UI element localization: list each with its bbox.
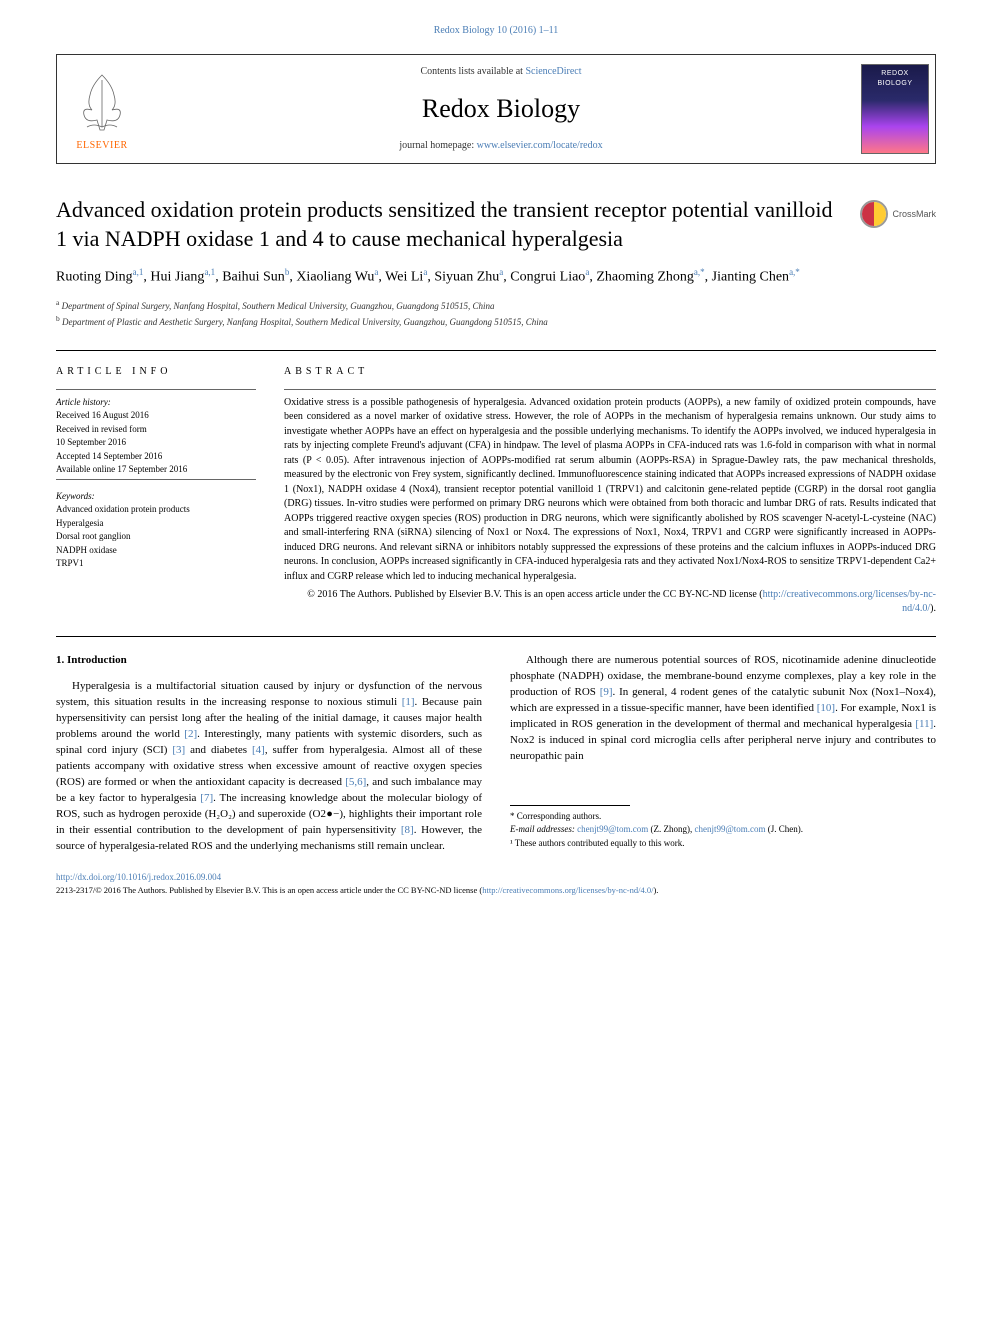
cover-image: REDOX BIOLOGY [861, 64, 929, 154]
author: , Hui Jiang [143, 269, 204, 284]
author-affil-sup: a,* [789, 267, 800, 277]
reference-link[interactable]: [1] [402, 696, 415, 708]
body-paragraph: Hyperalgesia is a multifactorial situati… [56, 679, 482, 854]
body-paragraph: Although there are numerous potential so… [510, 653, 936, 765]
homepage-prefix: journal homepage: [399, 140, 476, 151]
reference-link[interactable]: [10] [817, 702, 835, 714]
contents-prefix: Contents lists available at [420, 66, 525, 77]
copyright-end: ). [930, 603, 936, 614]
reference-link[interactable]: [4] [252, 744, 265, 756]
revised-date: Received in revised form [56, 423, 256, 437]
author: , Wei Li [378, 269, 423, 284]
sciencedirect-link[interactable]: ScienceDirect [525, 66, 581, 77]
license-line: 2213-2317/© 2016 The Authors. Published … [56, 885, 936, 897]
crossmark-icon [860, 200, 888, 228]
affiliation-a: Department of Spinal Surgery, Nanfang Ho… [62, 301, 495, 311]
author: , Xiaoliang Wu [289, 269, 374, 284]
info-divider [284, 389, 936, 390]
author-email-link[interactable]: chenjt99@tom.com [577, 824, 648, 834]
doi-link[interactable]: http://dx.doi.org/10.1016/j.redox.2016.0… [56, 872, 221, 882]
email-label: E-mail addresses: [510, 824, 577, 834]
author-affil-sup: a,* [694, 267, 705, 277]
author: , Zhaoming Zhong [589, 269, 694, 284]
info-divider [56, 479, 256, 480]
affiliations: a Department of Spinal Surgery, Nanfang … [56, 297, 936, 330]
accepted-date: Accepted 14 September 2016 [56, 450, 256, 464]
journal-header: ELSEVIER Contents lists available at Sci… [56, 54, 936, 164]
journal-issue-link[interactable]: Redox Biology 10 (2016) 1–11 [56, 24, 936, 38]
footnote-divider [510, 805, 630, 806]
author-email-link[interactable]: chenjt99@tom.com [694, 824, 765, 834]
received-date: Received 16 August 2016 [56, 409, 256, 423]
crossmark-label: CrossMark [892, 208, 936, 221]
authors-list: Ruoting Dinga,1, Hui Jianga,1, Baihui Su… [56, 266, 936, 287]
author: , Baihui Sun [215, 269, 285, 284]
reference-link[interactable]: [3] [172, 744, 185, 756]
author: , Congrui Liao [503, 269, 585, 284]
cover-label-1: REDOX [881, 69, 908, 79]
reference-link[interactable]: [11] [915, 718, 933, 730]
journal-name: Redox Biology [157, 91, 845, 127]
article-title: Advanced oxidation protein products sens… [56, 196, 844, 253]
cover-label-2: BIOLOGY [877, 79, 912, 89]
keyword: Advanced oxidation protein products [56, 503, 256, 517]
email-name: (J. Chen). [765, 824, 803, 834]
article-info-column: ARTICLE INFO Article history: Received 1… [56, 365, 256, 617]
abstract-label: ABSTRACT [284, 365, 936, 379]
divider [56, 636, 936, 637]
license-prefix: 2213-2317/© 2016 The Authors. Published … [56, 885, 482, 895]
copyright-text: © 2016 The Authors. Published by Elsevie… [307, 589, 762, 600]
abstract-text: Oxidative stress is a possible pathogene… [284, 396, 936, 585]
elsevier-text: ELSEVIER [76, 139, 127, 153]
keyword: Hyperalgesia [56, 517, 256, 531]
body-text: and diabetes [185, 744, 252, 756]
author: , Siyuan Zhu [427, 269, 499, 284]
keyword: Dorsal root ganglion [56, 530, 256, 544]
homepage-link[interactable]: www.elsevier.com/locate/redox [477, 140, 603, 151]
keywords-label: Keywords: [56, 490, 256, 504]
license-link[interactable]: http://creativecommons.org/licenses/by-n… [482, 885, 653, 895]
article-body: 1. Introduction Hyperalgesia is a multif… [56, 653, 936, 854]
elsevier-tree-icon [72, 65, 132, 135]
author: Ruoting Ding [56, 269, 133, 284]
affiliation-b: Department of Plastic and Aesthetic Surg… [62, 317, 548, 327]
section-heading: 1. Introduction [56, 653, 482, 669]
contents-line: Contents lists available at ScienceDirec… [157, 65, 845, 79]
crossmark-badge[interactable]: CrossMark [860, 200, 936, 228]
header-center: Contents lists available at ScienceDirec… [147, 55, 855, 163]
copyright-line: © 2016 The Authors. Published by Elsevie… [284, 588, 936, 616]
author-affil-sup: a,1 [204, 267, 215, 277]
footnotes: * Corresponding authors. E-mail addresse… [510, 805, 936, 851]
history-label: Article history: [56, 396, 256, 410]
equal-contribution-note: ¹ These authors contributed equally to t… [510, 837, 936, 851]
corresponding-note: * Corresponding authors. [510, 810, 936, 824]
revised-date2: 10 September 2016 [56, 436, 256, 450]
doi-line: http://dx.doi.org/10.1016/j.redox.2016.0… [56, 871, 936, 884]
email-line: E-mail addresses: chenjt99@tom.com (Z. Z… [510, 823, 936, 837]
elsevier-logo[interactable]: ELSEVIER [57, 55, 147, 163]
divider [56, 350, 936, 351]
reference-link[interactable]: [7] [200, 792, 213, 804]
article-info-label: ARTICLE INFO [56, 365, 256, 379]
info-divider [56, 389, 256, 390]
homepage-line: journal homepage: www.elsevier.com/locat… [157, 139, 845, 153]
journal-cover[interactable]: REDOX BIOLOGY [855, 55, 935, 163]
email-name: (Z. Zhong), [648, 824, 694, 834]
abstract-column: ABSTRACT Oxidative stress is a possible … [284, 365, 936, 617]
reference-link[interactable]: [9] [600, 686, 613, 698]
reference-link[interactable]: [2] [184, 728, 197, 740]
cc-license-link[interactable]: http://creativecommons.org/licenses/by-n… [763, 589, 936, 614]
author: , Jianting Chen [705, 269, 789, 284]
reference-link[interactable]: [5,6] [345, 776, 366, 788]
author-affil-sup: a,1 [133, 267, 144, 277]
license-end: ). [653, 885, 658, 895]
reference-link[interactable]: [8] [401, 824, 414, 836]
online-date: Available online 17 September 2016 [56, 463, 256, 477]
keyword: TRPV1 [56, 557, 256, 571]
keyword: NADPH oxidase [56, 544, 256, 558]
